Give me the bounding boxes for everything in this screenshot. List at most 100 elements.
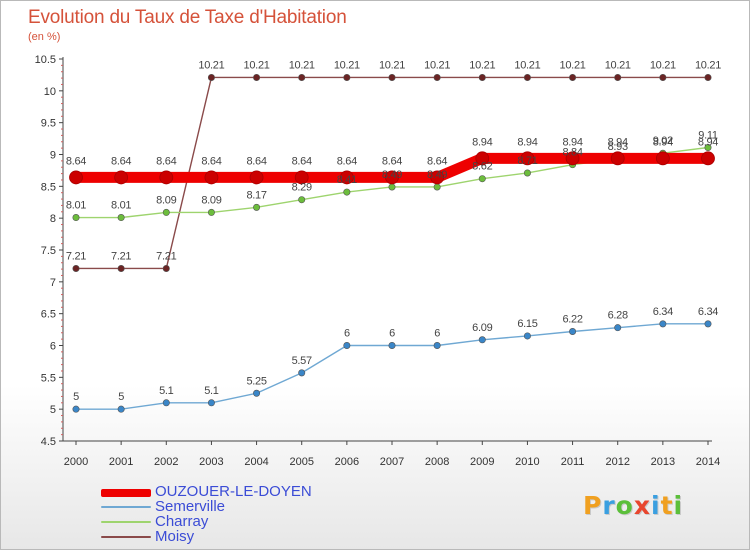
data-point-moisy: [388, 73, 396, 81]
data-point-charray: [253, 203, 261, 211]
y-tick-label: 7.5: [41, 245, 56, 257]
data-point-moisy: [523, 73, 531, 81]
data-label-moisy: 10.21: [289, 59, 315, 71]
data-label-ouzouer-le-doyen: 8.64: [111, 155, 131, 167]
data-point-charray: [343, 188, 351, 196]
data-label-moisy: 10.21: [424, 59, 450, 71]
x-tick-label: 2009: [470, 456, 494, 468]
legend-item-charray[interactable]: Charray: [101, 513, 361, 530]
data-label-ouzouer-le-doyen: 8.64: [337, 155, 357, 167]
data-label-semerville: 6.34: [653, 306, 673, 318]
data-point-semerville: [478, 336, 486, 344]
x-tick-label: 2005: [289, 456, 313, 468]
data-label-semerville: 5.25: [246, 375, 266, 387]
data-label-moisy: 7.21: [111, 250, 131, 262]
data-label-semerville: 5.1: [204, 385, 219, 397]
data-point-charray: [298, 196, 306, 204]
x-tick-label: 2004: [244, 456, 268, 468]
data-label-moisy: 10.21: [650, 59, 676, 71]
y-tick-label: 6.5: [41, 309, 56, 321]
data-point-ouzouer-le-doyen: [565, 151, 580, 166]
legend-item-ouzouer[interactable]: OUZOUER-LE-DOYEN: [101, 483, 361, 500]
data-point-semerville: [614, 324, 622, 332]
data-point-moisy: [72, 264, 80, 272]
data-label-charray: 8.49: [427, 169, 447, 181]
data-point-semerville: [298, 369, 306, 377]
y-tick-label: 6: [50, 341, 56, 353]
data-point-moisy: [162, 264, 170, 272]
y-tick-label: 9: [50, 150, 56, 162]
data-label-charray: 8.17: [246, 189, 266, 201]
logo-letter: P: [583, 491, 603, 520]
data-point-moisy: [117, 264, 125, 272]
data-point-ouzouer-le-doyen: [159, 170, 174, 185]
data-point-semerville: [388, 341, 396, 349]
data-label-semerville: 6.09: [472, 322, 492, 334]
data-point-semerville: [117, 405, 125, 413]
data-label-moisy: 7.21: [66, 250, 86, 262]
x-tick-label: 2007: [380, 456, 404, 468]
data-point-ouzouer-le-doyen: [69, 170, 83, 185]
legend-item-semerville[interactable]: Semerville: [101, 498, 361, 515]
data-point-moisy: [298, 73, 306, 81]
logo-letter: o: [615, 491, 634, 520]
legend-swatch-ouzouer: [101, 489, 151, 497]
data-label-ouzouer-le-doyen: 8.64: [66, 155, 86, 167]
data-point-moisy: [253, 73, 261, 81]
y-tick-label: 7: [50, 277, 56, 289]
data-point-ouzouer-le-doyen: [701, 151, 715, 166]
data-label-ouzouer-le-doyen: 8.64: [292, 155, 312, 167]
data-label-moisy: 10.21: [198, 59, 224, 71]
data-point-charray: [72, 214, 80, 222]
data-label-charray: 8.84: [562, 147, 582, 159]
chart-title: Evolution du Taux de Taxe d'Habitation: [28, 7, 347, 28]
x-tick-label: 2011: [561, 456, 585, 468]
data-label-charray: 8.62: [472, 161, 492, 173]
data-label-ouzouer-le-doyen: 8.94: [562, 136, 582, 148]
legend-item-moisy[interactable]: Moisy: [101, 528, 361, 545]
data-label-moisy: 10.21: [605, 59, 631, 71]
data-label-ouzouer-le-doyen: 8.64: [382, 155, 402, 167]
data-label-charray: 9.02: [653, 135, 673, 147]
data-point-semerville: [523, 332, 531, 340]
data-point-charray: [433, 183, 441, 191]
data-point-ouzouer-le-doyen: [294, 170, 309, 185]
data-label-ouzouer-le-doyen: 8.94: [472, 136, 492, 148]
data-point-ouzouer-le-doyen: [610, 151, 625, 166]
proxiti-logo[interactable]: Proxiti: [583, 491, 683, 520]
data-point-ouzouer-le-doyen: [655, 151, 670, 166]
data-label-ouzouer-le-doyen: 8.64: [201, 155, 221, 167]
data-label-semerville: 6: [434, 328, 440, 340]
data-label-semerville: 6.15: [517, 318, 537, 330]
data-label-moisy: 7.21: [156, 250, 176, 262]
data-point-semerville: [207, 399, 215, 407]
legend: OUZOUER-LE-DOYEN Semerville Charray Mois…: [101, 483, 361, 545]
legend-label-charray: Charray: [155, 513, 209, 530]
data-label-moisy: 10.21: [379, 59, 405, 71]
x-tick-label: 2006: [335, 456, 359, 468]
data-label-moisy: 10.21: [334, 59, 360, 71]
data-point-ouzouer-le-doyen: [204, 170, 219, 185]
logo-letter: i: [673, 491, 684, 520]
data-label-charray: 8.41: [337, 174, 357, 186]
data-label-charray: 8.93: [608, 141, 628, 153]
data-label-ouzouer-le-doyen: 8.94: [653, 136, 673, 148]
data-point-ouzouer-le-doyen: [520, 151, 535, 166]
data-label-charray: 8.09: [201, 194, 221, 206]
legend-label-ouzouer: OUZOUER-LE-DOYEN: [155, 483, 312, 500]
x-tick-label: 2013: [651, 456, 675, 468]
data-label-semerville: 6.34: [698, 306, 718, 318]
data-label-semerville: 6.28: [608, 310, 628, 322]
data-label-ouzouer-le-doyen: 8.64: [427, 155, 447, 167]
data-point-moisy: [659, 73, 667, 81]
y-tick-label: 5: [50, 404, 56, 416]
data-point-ouzouer-le-doyen: [339, 170, 354, 185]
data-point-moisy: [343, 73, 351, 81]
data-point-ouzouer-le-doyen: [249, 170, 264, 185]
data-label-moisy: 10.21: [469, 59, 495, 71]
data-point-ouzouer-le-doyen: [430, 170, 445, 185]
data-point-semerville: [659, 320, 667, 328]
data-point-ouzouer-le-doyen: [114, 170, 129, 185]
